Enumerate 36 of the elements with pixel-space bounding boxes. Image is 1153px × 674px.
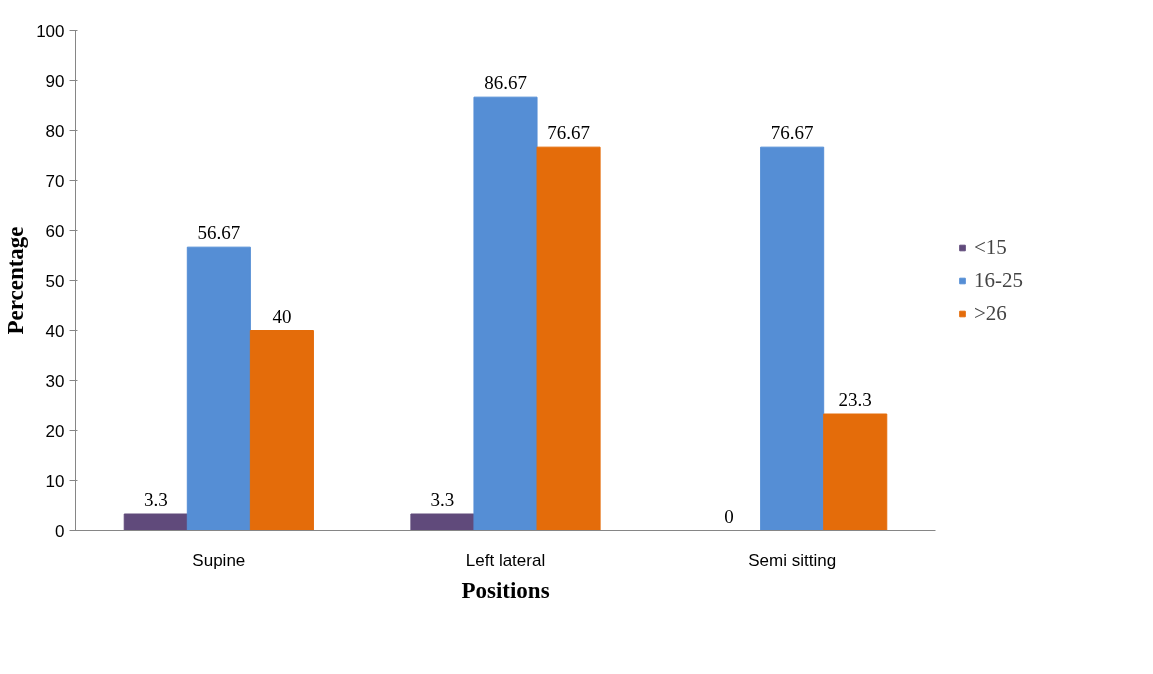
- y-tick-label: 0: [55, 521, 65, 541]
- data-label: 76.67: [547, 122, 590, 144]
- bar: [473, 96, 538, 531]
- y-tick-label: 100: [36, 21, 65, 41]
- legend-label: 16-25: [974, 267, 1023, 293]
- y-axis-title: Percentage: [3, 226, 29, 335]
- x-tick-label: Supine: [192, 550, 246, 570]
- data-label: 40: [272, 305, 292, 327]
- y-tick-label: 20: [45, 421, 65, 441]
- bar: [410, 513, 475, 531]
- bar: [823, 413, 888, 531]
- x-tick-label: Semi sitting: [748, 550, 837, 570]
- y-tick-label: 50: [45, 271, 65, 291]
- data-label: 56.67: [197, 222, 241, 244]
- y-tick-label: 10: [45, 471, 65, 491]
- x-axis-title: Positions: [461, 577, 550, 603]
- legend-label: >26: [974, 300, 1007, 326]
- legend-label: <15: [974, 234, 1007, 260]
- y-tick-label: 60: [45, 221, 65, 241]
- bar: [186, 246, 251, 531]
- bar: [760, 146, 825, 531]
- data-label: 76.67: [770, 122, 814, 144]
- y-tick-label: 30: [45, 371, 65, 391]
- data-label: 23.3: [838, 389, 872, 410]
- bar: [123, 513, 188, 531]
- data-label: 0: [724, 505, 734, 527]
- bar: [536, 146, 601, 531]
- data-label: 3.3: [430, 489, 455, 510]
- y-tick-label: 80: [45, 121, 65, 141]
- data-label: 86.67: [484, 72, 527, 94]
- data-label: 3.3: [143, 489, 168, 510]
- bar: [249, 330, 314, 531]
- y-tick-label: 90: [45, 71, 65, 91]
- y-tick-label: 40: [45, 321, 65, 341]
- y-tick-label: 70: [45, 171, 65, 191]
- x-tick-label: Left lateral: [465, 550, 546, 570]
